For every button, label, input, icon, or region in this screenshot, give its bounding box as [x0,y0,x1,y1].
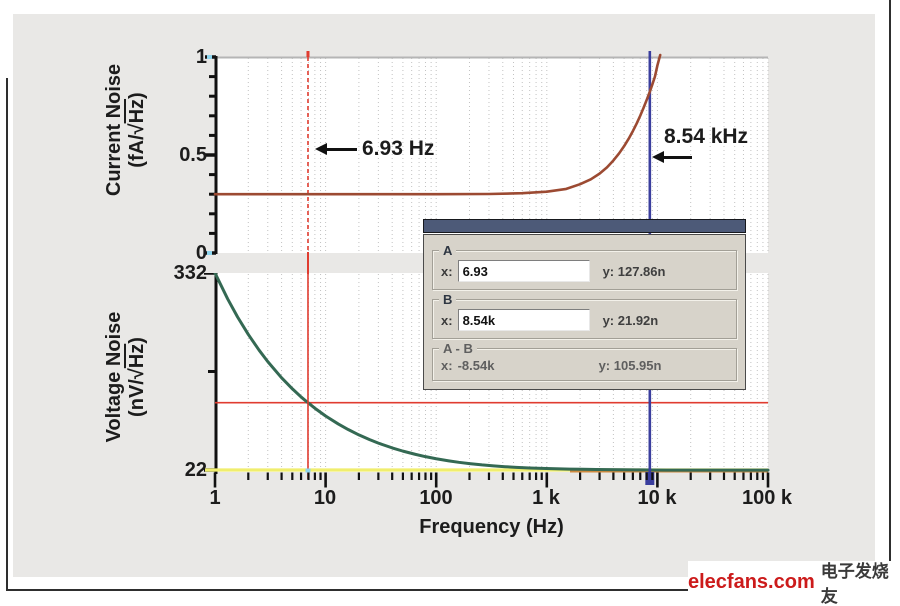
arrow-left-icon [652,151,664,163]
y-axis-title-line2: (nV/√Hz) [126,337,148,417]
x-tick-label: 1 k [532,487,560,509]
y-tick-label: 0 [195,242,207,264]
figure-frame-bottom [6,589,690,591]
y-tick-label: 22 [184,459,207,481]
y-tick-label: 332 [173,262,207,284]
y-tick-label: 0.5 [179,144,207,166]
group-label: A [439,243,457,258]
y-readout: y: 105.95n [598,358,662,373]
x-tick-label: 1 [209,487,221,509]
watermark: elecfans.com 电子发烧友 [688,561,900,606]
x-tick-label: 10 k [637,487,677,509]
x-readout: -8.54k [457,358,495,373]
watermark-site: elecfans.com [688,570,815,593]
cursor-group-a: A x: y: 127.86n [432,243,737,290]
figure-frame-right [889,0,891,599]
arrow-shaft [663,156,692,159]
panel-body: A x: y: 127.86n B x: y: 21.92n A - B x: [423,234,746,390]
watermark-chinese: 电子发烧友 [820,562,889,606]
x-label: x: [441,358,453,373]
cursor-a-x-input[interactable] [457,260,590,282]
cursor-a-line-connector [307,252,309,274]
cursor-b-x-input[interactable] [457,309,590,331]
annotation-cursor-a-frequency: 6.93 Hz [362,137,435,160]
figure-frame-left [6,78,8,591]
panel-titlebar[interactable] [423,219,746,233]
x-axis-title: Frequency (Hz) [419,516,564,538]
y-axis-title-line1: Current Noise [103,63,125,197]
y-readout: y: 127.86n [602,263,666,279]
cursor-readout-panel: A x: y: 127.86n B x: y: 21.92n A - B x: [423,219,746,390]
group-label: B [439,292,457,307]
y-axis-title-line2: (fA/√Hz) [126,92,148,168]
x-tick-label: 10 [313,487,337,509]
group-label: A - B [439,341,477,356]
cursor-group-a-minus-b: A - B x: -8.54k y: 105.95n [432,341,737,381]
x-label: x: [441,312,453,328]
cursor-group-b: B x: y: 21.92n [432,292,737,339]
arrow-shaft [326,148,357,151]
y-tick-label: 1 [195,46,207,68]
x-tick-label: 100 [419,487,453,509]
arrow-left-icon [315,143,327,155]
x-label: x: [441,263,453,279]
y-axis-title-line1: Voltage Noise [103,311,125,443]
annotation-cursor-b-frequency: 8.54 kHz [664,125,749,148]
y-readout: y: 21.92n [602,312,659,328]
current-noise-plot[interactable] [199,49,770,261]
x-tick-label: 100 k [741,487,793,509]
